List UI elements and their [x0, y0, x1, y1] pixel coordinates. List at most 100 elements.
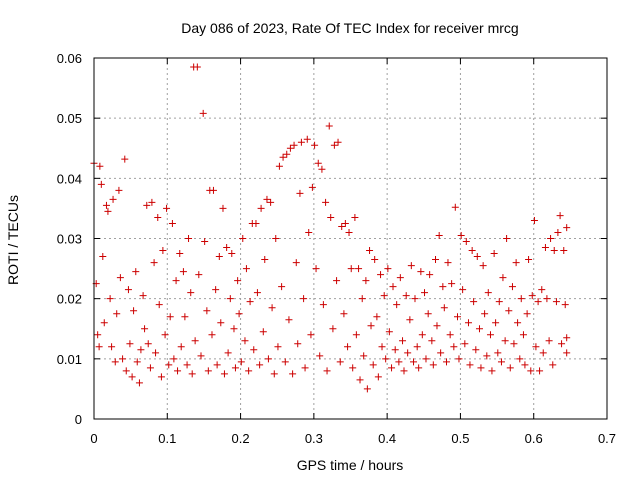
data-point: [506, 364, 514, 372]
data-point: [457, 231, 465, 239]
data-point: [552, 298, 560, 306]
data-point: [278, 283, 286, 291]
data-point: [165, 361, 173, 369]
data-point: [154, 213, 162, 221]
x-tick-label: 0.6: [525, 431, 543, 446]
data-point: [503, 235, 511, 242]
data-point: [462, 238, 470, 246]
y-tick-label: 0.06: [57, 51, 82, 66]
data-point: [279, 153, 287, 161]
data-point: [241, 337, 249, 345]
data-point: [450, 343, 458, 351]
data-point: [382, 355, 390, 363]
data-point: [528, 292, 536, 300]
data-point: [411, 295, 419, 303]
data-point: [133, 358, 141, 366]
data-point: [263, 195, 271, 203]
data-point: [433, 322, 441, 330]
data-point: [527, 367, 535, 375]
data-point: [312, 265, 320, 273]
data-point: [307, 331, 315, 339]
data-point: [159, 247, 167, 255]
data-point: [325, 122, 333, 130]
data-point: [402, 292, 410, 300]
tick-layer: 0 0.1 0.2 0.3 0.4 0.5 0.6 0.7 0 0.01 0.02 0.03 0.04 0…: [57, 51, 616, 446]
data-point: [388, 364, 396, 372]
data-point: [374, 373, 382, 381]
data-point: [349, 364, 357, 372]
data-point: [514, 319, 522, 327]
data-point: [362, 277, 370, 285]
data-point: [360, 352, 368, 360]
data-point: [95, 343, 103, 351]
data-point: [521, 361, 529, 369]
data-point: [181, 313, 189, 321]
data-point: [193, 63, 201, 71]
data-point: [203, 307, 211, 315]
data-point: [418, 331, 426, 339]
data-point: [179, 268, 187, 276]
data-point: [461, 340, 469, 348]
y-tick-label: 0.03: [57, 232, 82, 247]
data-point: [215, 253, 223, 261]
data-point: [424, 310, 432, 318]
data-point: [446, 331, 454, 339]
data-point: [246, 298, 254, 306]
data-point: [495, 298, 503, 306]
data-point: [231, 364, 239, 372]
data-point: [468, 247, 476, 255]
x-tick-label: 0.1: [158, 431, 176, 446]
data-point: [435, 231, 443, 239]
data-point: [290, 141, 298, 149]
data-point: [417, 268, 425, 276]
data-point: [256, 361, 264, 369]
data-point: [115, 186, 123, 194]
data-point: [358, 295, 366, 303]
x-tick-label: 0: [90, 431, 97, 446]
data-point: [223, 244, 231, 252]
data-point: [556, 212, 564, 220]
data-point: [336, 358, 344, 366]
data-point: [208, 331, 216, 339]
data-point: [168, 219, 176, 227]
data-point: [545, 337, 553, 345]
data-point: [440, 304, 448, 312]
data-point: [308, 183, 316, 191]
data-point: [126, 340, 134, 348]
data-point: [191, 337, 199, 345]
data-point: [479, 262, 487, 270]
data-point: [113, 310, 121, 318]
data-point: [327, 213, 335, 221]
data-point: [252, 219, 260, 227]
data-point: [367, 322, 375, 330]
data-point: [185, 235, 193, 242]
data-point: [563, 334, 571, 342]
data-point: [322, 198, 330, 206]
plot-frame: [93, 57, 608, 420]
data-point: [97, 180, 105, 188]
data-point: [444, 259, 452, 267]
data-point: [428, 337, 436, 345]
data-point: [380, 292, 388, 300]
data-point: [226, 295, 234, 303]
data-point: [213, 361, 221, 369]
data-point: [301, 364, 309, 372]
data-point: [318, 165, 326, 173]
data-point: [488, 367, 496, 375]
data-point: [413, 343, 421, 351]
data-point: [448, 280, 456, 288]
data-point: [148, 198, 156, 206]
data-point: [505, 307, 513, 315]
x-tick-label: 0.5: [451, 431, 469, 446]
data-point: [274, 343, 282, 351]
data-point: [378, 343, 386, 351]
data-point: [563, 349, 571, 357]
grid-layer: [94, 58, 607, 419]
data-point: [264, 355, 272, 363]
data-point: [470, 298, 478, 306]
data-point: [199, 109, 207, 117]
data-point: [351, 213, 359, 221]
data-point: [422, 355, 430, 363]
data-point: [170, 355, 178, 363]
